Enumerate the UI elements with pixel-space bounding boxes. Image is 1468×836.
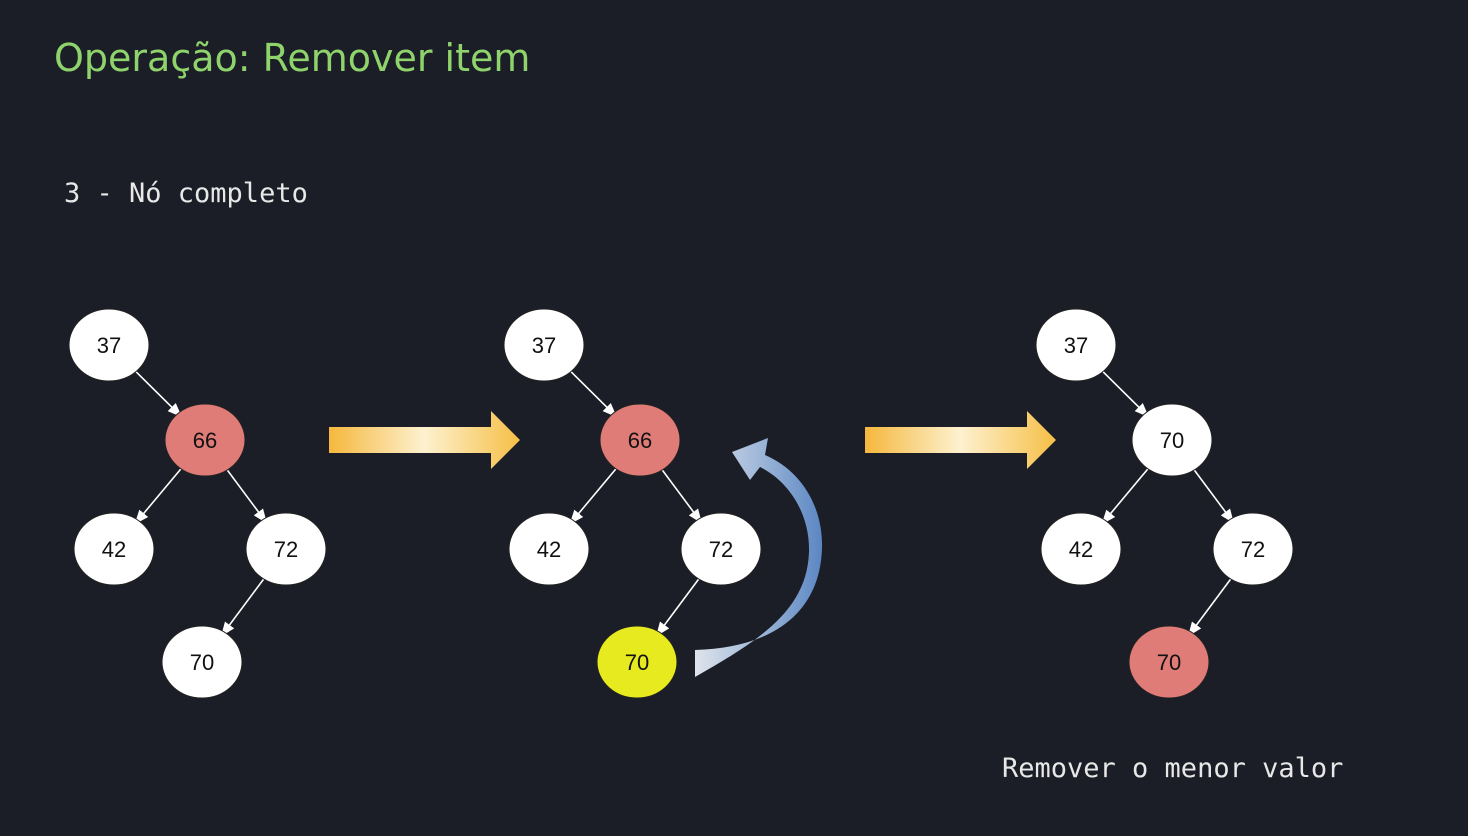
edge-n66-n42 bbox=[1101, 465, 1152, 525]
node-circle bbox=[164, 403, 246, 477]
tree-node-default: 37 bbox=[1035, 308, 1117, 382]
tree-node-default: 37 bbox=[68, 308, 150, 382]
tree-node-default: 72 bbox=[1212, 512, 1294, 586]
node-circle bbox=[503, 308, 585, 382]
tree-node-default: 70 bbox=[161, 625, 243, 699]
node-label: 37 bbox=[532, 333, 556, 358]
node-label: 72 bbox=[709, 537, 733, 562]
edge-n72-n70 bbox=[1187, 575, 1234, 637]
node-circle bbox=[508, 512, 590, 586]
tree-node-removed: 70 bbox=[1128, 625, 1210, 699]
node-label: 70 bbox=[190, 650, 214, 675]
caption-remove-min: Remover o menor valor bbox=[1002, 753, 1344, 784]
tree-node-default: 37 bbox=[503, 308, 585, 382]
transition-arrow-2 bbox=[865, 411, 1056, 469]
slide-title: Operação: Remover item bbox=[54, 36, 531, 80]
tree-node-default: 42 bbox=[73, 512, 155, 586]
tree-node-removed: 66 bbox=[599, 403, 681, 477]
node-circle bbox=[596, 625, 678, 699]
node-circle bbox=[68, 308, 150, 382]
edge-n37-n66 bbox=[567, 368, 617, 418]
edge-n66-n72 bbox=[659, 466, 703, 524]
edge-n66-n72 bbox=[1191, 466, 1235, 524]
node-label: 42 bbox=[1069, 537, 1093, 562]
tree-node-default: 72 bbox=[680, 512, 762, 586]
tree-1: 37 66 42 72 70 bbox=[68, 308, 327, 699]
node-circle bbox=[1035, 308, 1117, 382]
edge-n37-n66 bbox=[1099, 368, 1149, 418]
node-circle bbox=[599, 403, 681, 477]
node-circle bbox=[73, 512, 155, 586]
edge-n72-n70 bbox=[220, 575, 267, 637]
node-label: 66 bbox=[193, 428, 217, 453]
node-circle bbox=[161, 625, 243, 699]
node-circle bbox=[1131, 403, 1213, 477]
node-circle bbox=[1040, 512, 1122, 586]
node-label: 37 bbox=[97, 333, 121, 358]
edge-n66-n42 bbox=[569, 465, 620, 525]
node-circle bbox=[1128, 625, 1210, 699]
node-circle bbox=[245, 512, 327, 586]
case-subtitle: 3 - Nó completo bbox=[64, 178, 308, 209]
node-label: 42 bbox=[102, 537, 126, 562]
node-label: 72 bbox=[1241, 537, 1265, 562]
edge-n66-n72 bbox=[224, 466, 268, 524]
node-label: 37 bbox=[1064, 333, 1088, 358]
tree-node-successor: 70 bbox=[596, 625, 678, 699]
edge-n66-n42 bbox=[134, 465, 185, 525]
transition-arrow-1 bbox=[329, 411, 520, 469]
node-label: 70 bbox=[1157, 650, 1181, 675]
tree-node-default: 42 bbox=[1040, 512, 1122, 586]
tree-node-removed: 66 bbox=[164, 403, 246, 477]
tree-3: 37 70 42 72 70 bbox=[1035, 308, 1294, 699]
node-label: 66 bbox=[628, 428, 652, 453]
successor-move-arrow bbox=[695, 438, 823, 677]
node-label: 70 bbox=[625, 650, 649, 675]
tree-node-default: 72 bbox=[245, 512, 327, 586]
node-label: 70 bbox=[1160, 428, 1184, 453]
node-circle bbox=[1212, 512, 1294, 586]
node-label: 42 bbox=[537, 537, 561, 562]
tree-node-default: 70 bbox=[1131, 403, 1213, 477]
edge-n37-n66 bbox=[132, 368, 182, 418]
tree-node-default: 42 bbox=[508, 512, 590, 586]
edge-n72-n70 bbox=[655, 575, 702, 637]
node-circle bbox=[680, 512, 762, 586]
node-label: 72 bbox=[274, 537, 298, 562]
tree-2: 37 66 42 72 70 bbox=[503, 308, 762, 699]
